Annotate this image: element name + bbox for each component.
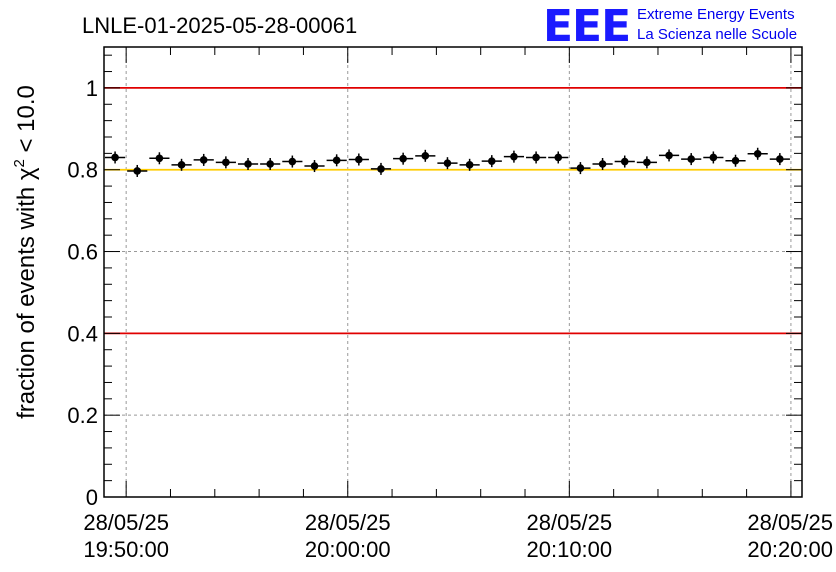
point-marker (443, 159, 452, 167)
data-point (614, 155, 635, 168)
point-marker (244, 160, 252, 168)
data-point (326, 154, 347, 167)
logo-line-2: La Scienza nelle Scuole (637, 26, 797, 43)
point-marker (199, 156, 208, 164)
data-point (260, 158, 281, 170)
y-tick-label: 1 (86, 76, 98, 101)
point-marker (554, 153, 563, 162)
point-marker (709, 153, 718, 162)
data-point (592, 158, 613, 170)
data-point (570, 162, 591, 175)
data-point (548, 151, 569, 164)
x-tick-time: 20:20:00 (747, 537, 833, 562)
point-marker (753, 149, 762, 158)
x-tick-labels: 28/05/2519:50:0028/05/2520:00:0028/05/25… (83, 510, 833, 562)
x-tick-time: 20:00:00 (305, 537, 391, 562)
eee-logo: EEE Extreme Energy Events La Scienza nel… (543, 1, 797, 52)
y-axis-label-suffix: < 10.0 (13, 85, 40, 159)
point-marker (332, 156, 341, 165)
y-tick-label: 0.2 (67, 403, 98, 428)
data-point (681, 153, 702, 166)
data-point (769, 153, 790, 166)
data-point (304, 160, 325, 173)
point-marker (377, 165, 385, 173)
y-tick-label: 0.4 (67, 321, 98, 346)
y-tick-label: 0.8 (67, 158, 98, 183)
y-axis-label-symbol: χ (13, 167, 40, 180)
logo-line-1: Extreme Energy Events (637, 6, 795, 23)
point-marker (687, 155, 696, 163)
data-point (149, 152, 170, 165)
data-point (437, 157, 458, 170)
data-point (459, 158, 480, 171)
data-point (393, 152, 414, 165)
data-point (725, 154, 746, 167)
point-marker (266, 160, 274, 168)
y-tick-label: 0 (86, 485, 98, 510)
x-tick-time: 20:10:00 (527, 537, 613, 562)
point-marker (776, 155, 784, 163)
data-point (171, 158, 192, 171)
data-point (415, 149, 436, 162)
point-marker (288, 157, 297, 166)
data-point (215, 156, 236, 169)
point-marker (355, 155, 363, 164)
point-marker (643, 158, 651, 167)
data-point (193, 153, 214, 166)
point-marker (465, 161, 474, 169)
point-marker (421, 152, 430, 160)
data-point (370, 162, 392, 175)
point-marker (399, 154, 407, 163)
point-marker (665, 151, 673, 160)
data-point (703, 151, 724, 164)
x-tick-date: 28/05/25 (527, 510, 613, 535)
data-point (747, 147, 768, 160)
point-marker (620, 157, 629, 166)
logo-letters: EEE (543, 1, 630, 52)
threshold-lines (104, 87, 802, 335)
x-tick-date: 28/05/25 (305, 510, 391, 535)
data-point (348, 153, 369, 166)
x-tick-date: 28/05/25 (747, 510, 833, 535)
y-axis-label-prefix: fraction of events with (13, 180, 40, 419)
data-point (127, 164, 148, 177)
y-axis-label-exponent: 2 (11, 159, 28, 167)
grid (104, 47, 802, 497)
point-marker (532, 153, 540, 162)
point-marker (222, 158, 230, 167)
point-marker (510, 152, 518, 161)
x-tick-date: 28/05/25 (83, 510, 169, 535)
point-marker (155, 154, 164, 163)
data-point (481, 155, 502, 168)
point-marker (133, 167, 142, 175)
data-points (105, 147, 790, 177)
x-tick-time: 19:50:00 (83, 537, 169, 562)
point-marker (576, 164, 585, 172)
data-point (658, 149, 680, 162)
axis-ticks (104, 47, 802, 498)
point-marker (598, 160, 607, 168)
point-marker (731, 156, 740, 165)
data-point (282, 155, 303, 168)
y-axis-label: fraction of events with χ2 < 10.0 (11, 85, 40, 419)
point-marker (310, 162, 319, 170)
y-tick-label: 0.6 (67, 240, 98, 265)
y-tick-labels: 0 0.2 0.4 0.6 0.8 1 (67, 76, 98, 510)
data-point (636, 156, 657, 169)
plot-frame (103, 46, 803, 498)
data-point (503, 150, 525, 163)
point-marker (487, 157, 496, 165)
data-point (237, 158, 259, 170)
point-marker (111, 153, 119, 162)
point-marker (177, 161, 186, 169)
chart-title: LNLE-01-2025-05-28-00061 (82, 13, 357, 38)
data-point (526, 151, 547, 164)
data-point (105, 151, 126, 164)
